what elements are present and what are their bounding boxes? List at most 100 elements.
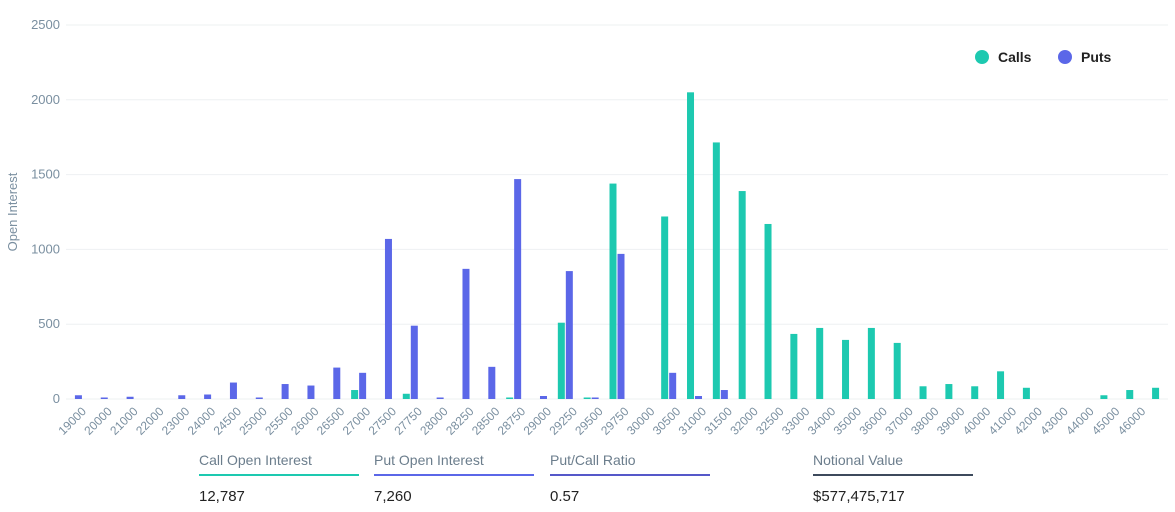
bar bbox=[402, 393, 410, 399]
bar bbox=[384, 238, 392, 399]
bar bbox=[255, 397, 263, 399]
x-tick-label: 40000 bbox=[960, 404, 994, 438]
x-tick-label: 27750 bbox=[391, 404, 425, 438]
bar bbox=[204, 394, 212, 399]
x-tick-label: 42000 bbox=[1012, 404, 1046, 438]
legend-marker bbox=[1058, 50, 1072, 64]
x-tick-label: 31000 bbox=[676, 404, 710, 438]
bar bbox=[307, 385, 315, 399]
x-tick-label: 25000 bbox=[236, 404, 270, 438]
bar bbox=[867, 327, 875, 399]
stat-underline bbox=[550, 474, 710, 476]
x-tick-label: 28500 bbox=[469, 404, 503, 438]
bar bbox=[720, 390, 728, 399]
chart: Open Interest 05001000150020002500190002… bbox=[5, 17, 1168, 438]
x-tick-label: 24000 bbox=[185, 404, 219, 438]
bar bbox=[764, 223, 772, 399]
stat: Put Open Interest 7,260 bbox=[374, 452, 534, 505]
bar bbox=[661, 216, 669, 399]
x-tick-label: 34000 bbox=[805, 404, 839, 438]
bar bbox=[695, 396, 703, 399]
x-tick-label: 21000 bbox=[107, 404, 141, 438]
x-tick-label: 32500 bbox=[753, 404, 787, 438]
bar bbox=[591, 397, 599, 399]
x-tick-label: 26000 bbox=[288, 404, 322, 438]
bar bbox=[436, 397, 444, 399]
stat-underline bbox=[199, 474, 359, 476]
y-tick-label: 1500 bbox=[31, 167, 60, 182]
legend-label: Calls bbox=[998, 49, 1032, 65]
bar bbox=[410, 325, 418, 399]
stat: Put/Call Ratio 0.57 bbox=[550, 452, 710, 505]
stat-label: Put Open Interest bbox=[374, 452, 484, 468]
bar bbox=[100, 397, 108, 399]
bar bbox=[74, 395, 82, 399]
y-tick-label: 1000 bbox=[31, 241, 60, 256]
y-tick-label: 2500 bbox=[31, 17, 60, 32]
bar bbox=[609, 183, 617, 399]
x-tick-label: 35000 bbox=[831, 404, 865, 438]
x-tick-label: 25500 bbox=[262, 404, 296, 438]
x-tick-label: 45000 bbox=[1089, 404, 1123, 438]
x-tick-label: 46000 bbox=[1115, 404, 1149, 438]
y-axis-label: Open Interest bbox=[5, 172, 20, 251]
bar bbox=[1022, 387, 1030, 399]
x-tick-label: 24500 bbox=[211, 404, 245, 438]
x-tick-label: 43000 bbox=[1037, 404, 1071, 438]
stat-value: 7,260 bbox=[374, 488, 412, 505]
x-tick-label: 36000 bbox=[856, 404, 890, 438]
bar bbox=[488, 366, 496, 399]
x-tick-label: 29750 bbox=[598, 404, 632, 438]
x-tick-label: 28000 bbox=[417, 404, 451, 438]
bar bbox=[506, 397, 514, 399]
x-tick-label: 26500 bbox=[314, 404, 348, 438]
x-tick-label: 37000 bbox=[882, 404, 916, 438]
bar bbox=[816, 327, 824, 399]
x-tick-label: 20000 bbox=[81, 404, 115, 438]
stat-value: 12,787 bbox=[199, 488, 245, 505]
y-tick-label: 2000 bbox=[31, 92, 60, 107]
stat-label: Put/Call Ratio bbox=[550, 452, 636, 468]
x-tick-label: 19000 bbox=[56, 404, 90, 438]
x-tick-label: 30000 bbox=[624, 404, 658, 438]
x-tick-label: 31500 bbox=[701, 404, 735, 438]
x-tick-label: 33000 bbox=[779, 404, 813, 438]
bar bbox=[281, 384, 289, 399]
bar bbox=[514, 179, 522, 399]
y-tick-label: 500 bbox=[38, 316, 60, 331]
stat-underline bbox=[813, 474, 973, 476]
stat: Call Open Interest 12,787 bbox=[199, 452, 359, 505]
bar bbox=[359, 372, 367, 399]
bar bbox=[565, 271, 573, 399]
bar bbox=[687, 92, 695, 399]
x-tick-label: 22000 bbox=[133, 404, 167, 438]
x-tick-label: 27000 bbox=[340, 404, 374, 438]
x-tick-label: 27500 bbox=[366, 404, 400, 438]
x-tick-label: 41000 bbox=[986, 404, 1020, 438]
bar bbox=[583, 397, 591, 399]
legend-marker bbox=[975, 50, 989, 64]
x-tick-label: 29250 bbox=[546, 404, 580, 438]
bar bbox=[893, 342, 901, 399]
bar bbox=[557, 322, 565, 399]
bar bbox=[669, 372, 677, 399]
stat-label: Call Open Interest bbox=[199, 452, 312, 468]
x-tick-label: 38000 bbox=[908, 404, 942, 438]
x-tick-label: 44000 bbox=[1063, 404, 1097, 438]
x-tick-label: 39000 bbox=[934, 404, 968, 438]
bar bbox=[126, 396, 134, 399]
bar bbox=[738, 191, 746, 399]
bar bbox=[712, 142, 720, 399]
stat-value: 0.57 bbox=[550, 488, 580, 505]
bar bbox=[971, 386, 979, 399]
stat: Notional Value $577,475,717 bbox=[813, 452, 973, 505]
x-tick-label: 29000 bbox=[521, 404, 555, 438]
bar bbox=[1126, 390, 1134, 399]
x-tick-label: 32000 bbox=[727, 404, 761, 438]
bar bbox=[1100, 395, 1108, 399]
bar bbox=[842, 339, 850, 399]
x-tick-label: 30500 bbox=[650, 404, 684, 438]
x-tick-label: 28750 bbox=[495, 404, 529, 438]
bar bbox=[333, 367, 341, 399]
